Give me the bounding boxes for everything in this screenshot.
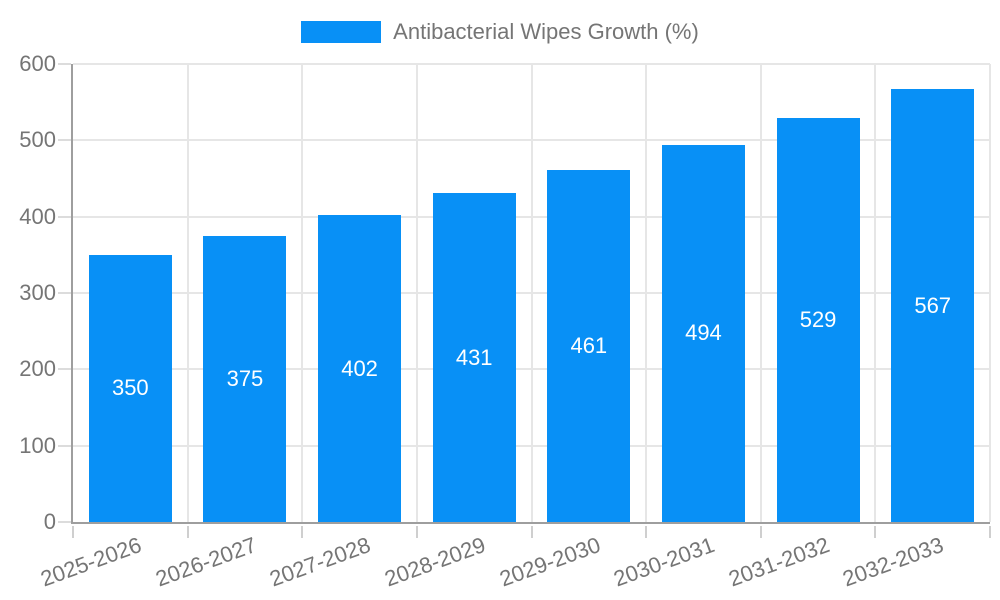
y-axis-label: 500: [19, 127, 56, 153]
chart-legend[interactable]: Antibacterial Wipes Growth (%): [0, 19, 1000, 45]
x-axis-tick-mark: [759, 526, 762, 538]
bar-value-label: 461: [570, 333, 608, 359]
y-axis-tick-mark: [58, 63, 71, 65]
bar-value-label: 529: [799, 307, 837, 333]
x-axis-tick-mark: [186, 526, 189, 538]
bar-2029-2030[interactable]: 461: [547, 170, 631, 522]
bar-2026-2027[interactable]: 375: [203, 235, 287, 522]
y-axis-label: 200: [19, 356, 56, 382]
x-axis-tick-mark: [72, 526, 74, 538]
x-axis-tick-mark: [301, 526, 304, 538]
bar-2032-2033[interactable]: 567: [891, 89, 975, 522]
bar-value-label: 375: [226, 365, 264, 391]
y-axis-label: 600: [19, 51, 56, 76]
vertical-gridline: [415, 64, 418, 522]
x-axis-tick-mark: [415, 526, 418, 538]
x-axis-tick-mark: [989, 526, 991, 538]
x-axis-label: 2030-2031: [610, 532, 718, 592]
x-axis-tick-mark: [645, 526, 648, 538]
y-axis-label: 400: [19, 203, 56, 229]
y-axis-tick-mark: [58, 292, 71, 294]
bar-value-label: 350: [111, 375, 149, 401]
y-axis-tick-mark: [58, 139, 71, 142]
x-axis-label: 2028-2029: [381, 532, 489, 592]
bar-value-label: 567: [914, 292, 952, 318]
bar-value-label: 402: [341, 355, 378, 381]
y-axis-label: 300: [19, 280, 56, 305]
bar-2028-2029[interactable]: 431: [432, 193, 516, 522]
y-axis-tick-mark: [58, 444, 71, 447]
x-axis-label: 2031-2032: [725, 532, 833, 592]
x-axis-label: 2027-2028: [266, 532, 375, 592]
x-axis-label: 2029-2030: [495, 532, 604, 592]
y-axis-tick-mark: [58, 368, 71, 371]
y-axis-label: 100: [19, 432, 56, 458]
y-axis-label: 0: [43, 509, 56, 534]
bar-2031-2032[interactable]: 529: [776, 118, 860, 522]
bar-2025-2026[interactable]: 350: [88, 254, 172, 522]
y-axis-tick-mark: [58, 521, 71, 523]
plot-area: 350 375 402 431 461 494 529 567: [58, 63, 991, 538]
x-axis-label: 2032-2033: [839, 532, 948, 592]
y-axis-tick-mark: [58, 215, 71, 218]
vertical-gridline: [301, 64, 304, 522]
bar-value-label: 494: [685, 320, 722, 346]
legend-color-swatch: [301, 21, 382, 43]
vertical-gridline: [989, 64, 991, 522]
bar-value-label: 431: [455, 344, 493, 370]
x-axis-label: 2025-2026: [37, 532, 145, 592]
vertical-gridline: [874, 64, 877, 522]
x-axis-tick-mark: [530, 526, 533, 538]
vertical-gridline: [530, 64, 533, 522]
vertical-gridline: [759, 64, 762, 522]
x-axis-tick-mark: [874, 526, 877, 538]
bar-2030-2031[interactable]: 494: [661, 144, 745, 522]
legend-series-label: Antibacterial Wipes Growth (%): [393, 19, 699, 44]
vertical-gridline: [645, 64, 648, 522]
vertical-gridline: [186, 64, 189, 522]
bar-2027-2028[interactable]: 402: [318, 215, 402, 522]
x-axis-label: 2026-2027: [152, 532, 260, 592]
